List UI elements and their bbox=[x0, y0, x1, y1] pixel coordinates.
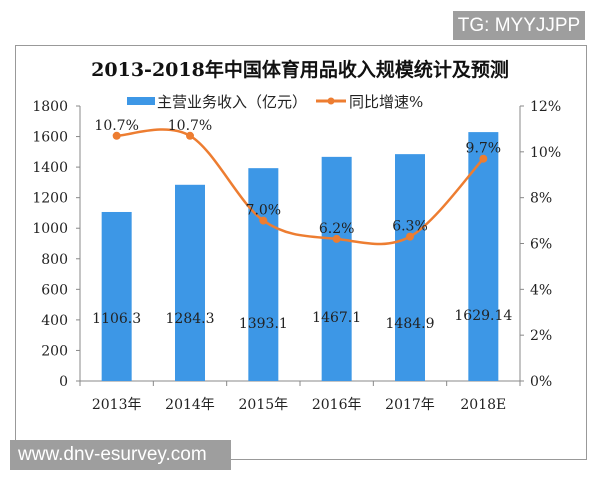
growth-point bbox=[259, 216, 268, 225]
bar-value-label: 1484.9 bbox=[386, 316, 435, 332]
bar bbox=[395, 154, 425, 381]
legend-bar-label: 主营业务收入（亿元） bbox=[157, 93, 307, 111]
bar bbox=[321, 156, 352, 381]
growth-point bbox=[332, 234, 341, 243]
right-tick-label: 12% bbox=[530, 99, 561, 115]
right-tick-label: 8% bbox=[530, 191, 552, 207]
left-tick-label: 600 bbox=[41, 282, 68, 298]
bar bbox=[101, 211, 132, 381]
bar-value-label: 1284.3 bbox=[166, 311, 215, 327]
growth-value-label: 10.7% bbox=[94, 118, 138, 134]
growth-point bbox=[479, 154, 488, 163]
x-tick-label: 2014年 bbox=[165, 397, 215, 413]
growth-value-label: 6.3% bbox=[392, 219, 428, 235]
left-tick-label: 400 bbox=[41, 313, 68, 329]
right-tick-label: 6% bbox=[530, 237, 552, 253]
left-tick-label: 1800 bbox=[32, 99, 68, 115]
watermark-url: www.dnv-esurvey.com bbox=[10, 440, 231, 470]
right-tick-label: 0% bbox=[530, 374, 552, 390]
x-tick-label: 2017年 bbox=[385, 397, 435, 413]
left-tick-label: 1400 bbox=[32, 160, 68, 176]
left-tick-label: 1200 bbox=[32, 191, 68, 207]
bar bbox=[248, 168, 279, 381]
left-tick-label: 800 bbox=[41, 252, 68, 268]
bar-value-label: 1629.14 bbox=[454, 308, 512, 324]
bar bbox=[175, 184, 205, 381]
bar-value-label: 1393.1 bbox=[239, 316, 288, 332]
legend-line-label: 同比增速% bbox=[349, 93, 423, 111]
growth-value-label: 9.7% bbox=[466, 141, 502, 157]
growth-point bbox=[186, 131, 194, 140]
x-tick-label: 2016年 bbox=[312, 397, 362, 413]
right-tick-label: 10% bbox=[530, 145, 561, 161]
left-tick-label: 1600 bbox=[32, 130, 68, 146]
growth-point bbox=[406, 232, 414, 241]
legend-line-marker bbox=[327, 97, 335, 105]
growth-value-label: 6.2% bbox=[319, 221, 355, 237]
legend-bar-swatch bbox=[127, 97, 155, 105]
watermark-tag: TG: MYYJJPP bbox=[453, 11, 585, 40]
bar bbox=[468, 132, 499, 381]
left-tick-label: 1000 bbox=[32, 221, 68, 237]
left-tick-label: 200 bbox=[41, 343, 68, 359]
growth-point bbox=[112, 131, 121, 140]
bar-value-label: 1106.3 bbox=[92, 311, 141, 327]
bar-value-label: 1467.1 bbox=[312, 310, 361, 326]
growth-value-label: 10.7% bbox=[168, 118, 212, 134]
x-tick-label: 2018E bbox=[460, 397, 506, 413]
x-tick-label: 2015年 bbox=[239, 397, 289, 413]
growth-line bbox=[116, 128, 485, 246]
x-tick-label: 2013年 bbox=[92, 397, 142, 413]
right-tick-label: 2% bbox=[530, 328, 552, 344]
left-tick-label: 0 bbox=[59, 374, 68, 390]
chart-title: 2013-2018年中国体育用品收入规模统计及预测 bbox=[91, 58, 509, 81]
growth-value-label: 7.0% bbox=[246, 203, 282, 219]
right-tick-label: 4% bbox=[530, 282, 552, 298]
